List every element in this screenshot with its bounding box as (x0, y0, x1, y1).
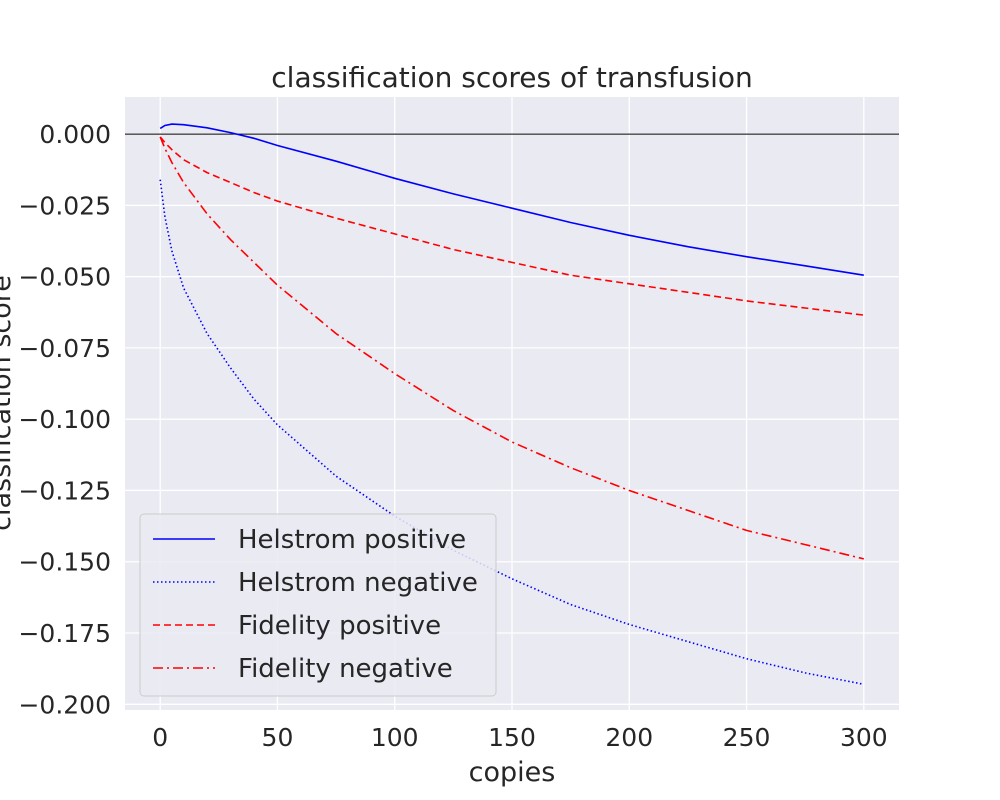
legend-label: Fidelity positive (238, 611, 441, 641)
y-tick-label: −0.100 (18, 405, 111, 434)
y-tick-label: −0.025 (18, 191, 111, 220)
y-tick-label: −0.175 (18, 619, 111, 648)
chart-title: classification scores of transfusion (271, 61, 752, 94)
x-tick-label: 200 (605, 723, 653, 752)
series-line-0 (159, 123, 864, 276)
legend-label: Fidelity negative (238, 654, 453, 684)
y-tick-label: −0.075 (18, 334, 111, 363)
legend-label: Helstrom positive (238, 525, 466, 555)
legend: Helstrom positive Helstrom negative Fideli… (139, 513, 497, 697)
x-tick-label: 150 (488, 723, 536, 752)
tick-label-layer: 0 50 100 150 200 250 300 0.000 −0.025 −0.050 −0.07… (18, 120, 887, 752)
legend-box (139, 513, 497, 697)
y-tick-label: −0.150 (18, 548, 111, 577)
x-tick-label: 300 (840, 723, 888, 752)
y-axis-title: classification score (0, 275, 17, 531)
y-tick-label: 0.000 (39, 120, 111, 149)
x-axis-title: copies (469, 757, 556, 788)
y-tick-label: −0.050 (18, 263, 111, 292)
series-line-1 (159, 179, 864, 686)
y-tick-label: −0.125 (18, 476, 111, 505)
legend-items: Helstrom positive Helstrom negative Fideli… (153, 525, 478, 684)
series-line-2 (159, 136, 864, 316)
x-tick-label: 0 (152, 723, 168, 752)
series-layer (159, 123, 864, 686)
y-tick-label: −0.200 (18, 690, 111, 719)
x-tick-label: 50 (262, 723, 294, 752)
legend-label: Helstrom negative (238, 568, 478, 598)
series-line-3 (159, 136, 864, 560)
x-tick-label: 100 (371, 723, 419, 752)
x-tick-label: 250 (723, 723, 771, 752)
